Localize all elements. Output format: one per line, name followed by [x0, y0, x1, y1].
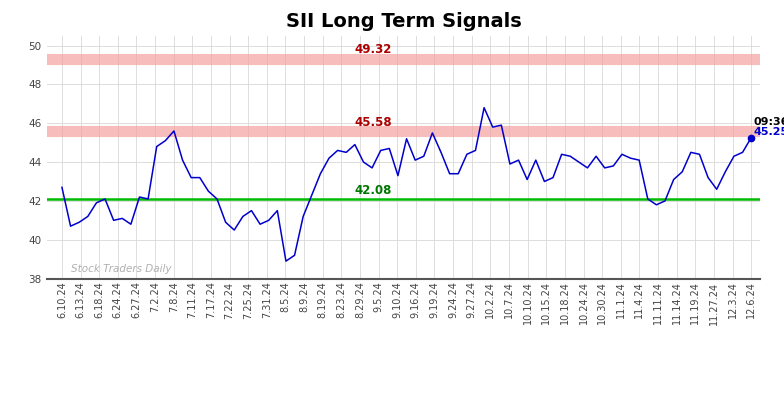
Text: 45.58: 45.58 — [354, 116, 392, 129]
Text: 49.32: 49.32 — [354, 43, 392, 57]
Text: 09:36: 09:36 — [754, 117, 784, 127]
Title: SII Long Term Signals: SII Long Term Signals — [286, 12, 521, 31]
Text: 45.25: 45.25 — [754, 127, 784, 137]
Text: 42.08: 42.08 — [354, 184, 392, 197]
Text: Stock Traders Daily: Stock Traders Daily — [71, 264, 172, 274]
